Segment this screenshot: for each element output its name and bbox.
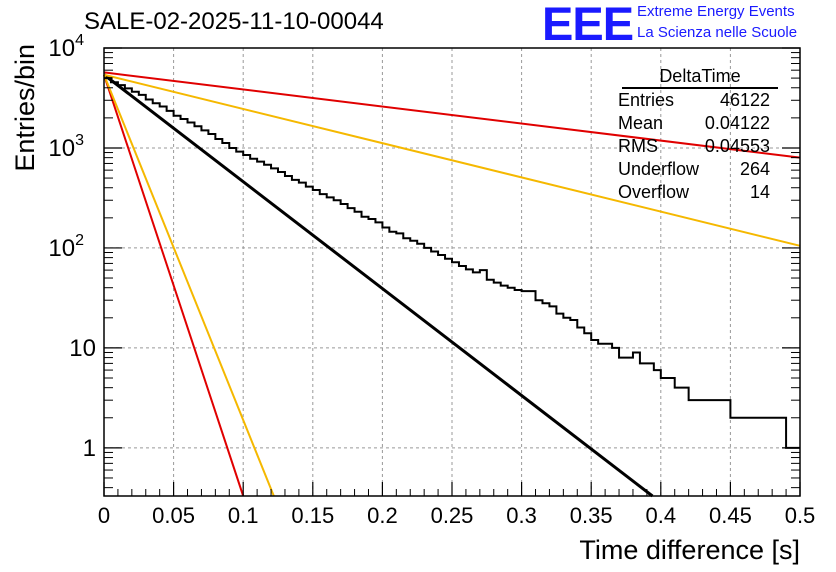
y-tick-label: 103 (48, 132, 84, 162)
stats-key: Mean (618, 113, 664, 133)
x-tick-label: 0.2 (367, 503, 398, 528)
y-tick-exponent: 3 (75, 132, 84, 149)
stats-key: RMS (618, 136, 658, 156)
curve-orange-steep (103, 74, 275, 497)
y-tick-label: 10 (69, 335, 96, 362)
x-tick-label: 0.25 (431, 503, 474, 528)
org-name-line2: La Scienza nelle Scuole (637, 24, 798, 41)
curve-fit (103, 73, 654, 498)
x-tick-label: 0.35 (570, 503, 613, 528)
stats-row-mean: Mean 0.04122 (610, 112, 780, 135)
histogram-layer (104, 77, 800, 449)
histogram-steps (104, 77, 800, 449)
y-tick-exponent: 4 (75, 32, 84, 49)
x-tick-label: 0.3 (506, 503, 537, 528)
y-tick-exponent: 2 (75, 232, 84, 249)
x-tick-label: 0.05 (152, 503, 195, 528)
stats-title: DeltaTime (622, 66, 778, 89)
x-tick-label: 0.45 (709, 503, 752, 528)
y-tick-label: 102 (48, 232, 84, 262)
stats-key: Entries (618, 90, 675, 110)
y-axis-label: Entries/bin (10, 44, 40, 172)
stats-value: 264 (739, 159, 770, 179)
stats-row-underflow: Underflow 264 (610, 158, 780, 181)
stats-value: 0.04553 (704, 136, 770, 156)
eee-logo: EEE (542, 0, 634, 50)
stats-row-overflow: Overflow 14 (610, 181, 780, 204)
stats-value: 14 (749, 182, 770, 202)
x-axis-label: Time difference [s] (579, 535, 800, 565)
curve-red-shallow (103, 71, 801, 159)
x-tick-label: 0.4 (646, 503, 677, 528)
x-tick-label: 0 (98, 503, 110, 528)
label-layer: 0 0.05 0.1 0.15 0.2 0.25 0.3 0.35 0.4 0.45 0.5 1 10 1… (48, 32, 815, 528)
org-name-line1: Extreme Energy Events (637, 3, 795, 20)
stats-value: 0.04122 (704, 113, 770, 133)
x-tick-label: 0.1 (228, 503, 259, 528)
stats-key: Overflow (618, 182, 690, 202)
stats-row-entries: Entries 46122 (610, 89, 780, 112)
curve-red-steep (103, 74, 245, 497)
x-tick-label: 0.15 (291, 503, 334, 528)
y-tick-label: 1 (83, 435, 96, 462)
curve-orange-shallow (103, 73, 801, 247)
y-tick-label: 104 (48, 32, 84, 62)
tick-layer (103, 47, 801, 496)
series-layer (103, 71, 801, 498)
stats-key: Underflow (618, 159, 700, 179)
stats-row-rms: RMS 0.04553 (610, 135, 780, 158)
stats-box: DeltaTime Entries 46122 Mean 0.04122 RMS… (610, 66, 780, 204)
x-tick-label: 0.5 (785, 503, 816, 528)
stats-value: 46122 (719, 90, 770, 110)
run-title: SALE-02-2025-11-10-00044 (84, 8, 384, 35)
